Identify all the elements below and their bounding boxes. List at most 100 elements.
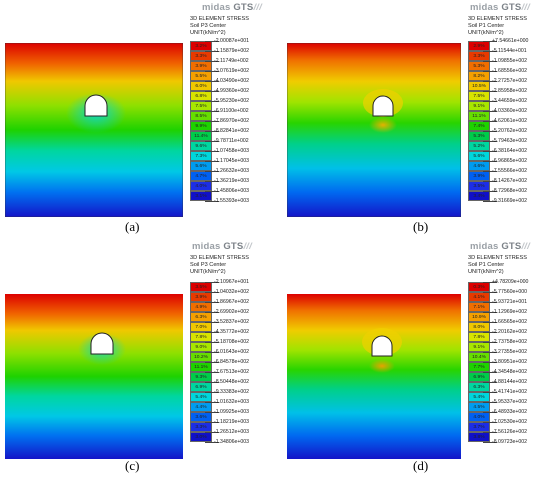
legend-tick [205, 292, 219, 293]
legend-swatch: 5.6% [190, 161, 212, 171]
panel-b: midas GTS/// 3D ELEMENT STRESS Soil P1 C… [280, 0, 550, 238]
legend-value: -2.00087e+001 [214, 38, 250, 44]
legend-swatch: 3.3% [190, 51, 212, 61]
legend-swatch: 4.5% [468, 402, 490, 412]
legend-subtitle: Soil P3 Center [190, 262, 227, 268]
legend-swatch: 6.9% [468, 372, 490, 382]
legend-value: -1.15879e+002 [214, 48, 250, 54]
legend-value: -2.69902e+002 [214, 309, 250, 315]
legend-swatch: 4.0% [468, 412, 490, 422]
legend-tick [205, 382, 219, 383]
legend-tick [205, 61, 219, 62]
legend-value: -7.55566e+002 [492, 168, 528, 174]
legend-swatch: 7.8% [468, 332, 490, 342]
legend-value: -2.73758e+002 [492, 339, 528, 345]
legend-b: midas GTS/// 3D ELEMENT STRESS Soil P1 C… [468, 0, 548, 230]
legend-value: -8.72968e+002 [492, 188, 528, 194]
legend-swatch: 4.1% [468, 292, 490, 302]
legend-tick [205, 171, 219, 172]
legend-tick [205, 71, 219, 72]
legend-swatch: 7.5% [190, 101, 212, 111]
legend-tick [205, 412, 219, 413]
legend-value: -7.86970e+002 [214, 118, 250, 124]
legend-tick [483, 362, 497, 363]
legend-value: -3.07619e+002 [214, 68, 250, 74]
legend-tick [483, 322, 497, 323]
brand-logo: midas GTS/// [470, 241, 530, 252]
legend-tick [483, 71, 497, 72]
legend-value: -8.14267e+002 [492, 178, 528, 184]
legend-tick [483, 131, 497, 132]
legend-tick [205, 41, 219, 42]
legend-title: 3D ELEMENT STRESS [468, 16, 527, 22]
legend-value: -5.95337e+002 [492, 399, 528, 405]
legend-tick [205, 372, 219, 373]
legend-subtitle: Soil P1 Center [468, 23, 505, 29]
legend-value: -4.62061e+002 [492, 118, 528, 124]
legend-swatch: 7.5% [468, 91, 490, 101]
legend-swatch: 11.1% [468, 111, 490, 121]
color-scale-bar: 0.3% 4.1% 7.1% 10.9% 8.0% 7.8% 9.1% 10.4% 7.7% 6.… [468, 282, 490, 442]
legend-value: -5.18708e+002 [214, 339, 250, 345]
legend-tick [205, 332, 219, 333]
legend-tick [483, 41, 497, 42]
legend-tick [205, 51, 219, 52]
panel-a: midas GTS/// 3D ELEMENT STRESS Soil P3 C… [0, 0, 275, 238]
legend-title: 3D ELEMENT STRESS [190, 16, 249, 22]
legend-tick [483, 412, 497, 413]
legend-value: -1.66565e+002 [492, 319, 528, 325]
stress-contour-d [287, 294, 461, 459]
legend-swatch: 3.7% [468, 422, 490, 432]
legend-swatch: 3.4% [468, 191, 490, 201]
legend-tick [483, 171, 497, 172]
legend-tick [483, 392, 497, 393]
legend-tick [483, 352, 497, 353]
legend-value: -1.55393e+003 [214, 198, 250, 204]
legend-tick [483, 81, 497, 82]
legend-swatch: 9.1% [468, 342, 490, 352]
legend-value: -8.09723e+002 [492, 439, 528, 445]
legend-tick [483, 161, 497, 162]
legend-swatch: 4.0% [190, 181, 212, 191]
legend-value: -6.38164e+002 [492, 148, 528, 154]
caption-d: (d) [413, 458, 429, 473]
legend-tick [205, 312, 219, 313]
legend-tick [483, 302, 497, 303]
legend-value: -9.33383e+002 [214, 389, 250, 395]
legend-tick [205, 302, 219, 303]
legend-swatch: 3.9% [190, 61, 212, 71]
legend-swatch: 7.3% [190, 151, 212, 161]
legend-value: -1.86967e+002 [214, 299, 250, 305]
legend-tick [205, 392, 219, 393]
legend-tick [205, 181, 219, 182]
legend-value: -5.79463e+002 [492, 138, 528, 144]
legend-c: midas GTS/// 3D ELEMENT STRESS Soil P3 C… [190, 239, 270, 469]
legend-value: +7.54661e+000 [492, 38, 529, 44]
legend-value: -8.82841e+002 [214, 128, 250, 134]
legend-swatch: 9.1% [468, 101, 490, 111]
stress-contour-a [5, 43, 183, 217]
legend-value: -1.34806e+003 [214, 439, 250, 445]
legend-value: -2.85958e+002 [492, 88, 528, 94]
legend-value: -1.09855e+002 [492, 58, 528, 64]
legend-value: -1.17045e+003 [214, 158, 250, 164]
legend-swatch: 9.6% [190, 141, 212, 151]
legend-tick [205, 91, 219, 92]
legend-tick [205, 191, 219, 192]
legend-swatch: 10.9% [468, 312, 490, 322]
legend-swatch: 3.8% [468, 432, 490, 442]
legend-value: -1.07458e+003 [214, 148, 250, 154]
legend-swatch: 5.2% [468, 141, 490, 151]
caption-a: (a) [125, 219, 140, 234]
legend-unit: UNIT(kN/m^2) [468, 30, 504, 36]
legend-value: -2.20162e+002 [492, 329, 528, 335]
legend-swatch: 7.4% [468, 121, 490, 131]
legend-tick [483, 101, 497, 102]
legend-swatch: 3.9% [190, 292, 212, 302]
legend-swatch: 3.6% [190, 412, 212, 422]
legend-value: -6.48933e+002 [492, 409, 528, 415]
legend-value: -7.56126e+002 [492, 429, 528, 435]
legend-swatch: 6.8% [190, 91, 212, 101]
legend-tick [483, 402, 497, 403]
legend-value: -2.11749e+002 [214, 58, 249, 64]
